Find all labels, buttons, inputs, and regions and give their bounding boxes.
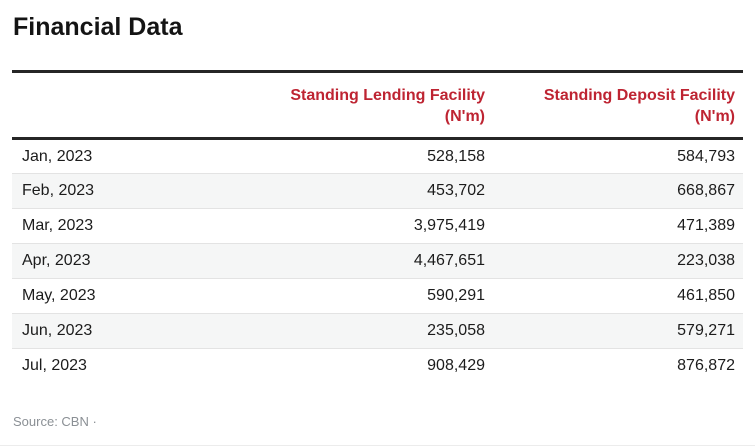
lending-value-cell: 590,291 (232, 278, 493, 314)
deposit-value-cell: 471,389 (493, 208, 743, 244)
table-body: Jan, 2023 528,158 584,793 Feb, 2023 453,702 6… (12, 139, 743, 384)
page-title: Financial Data (13, 13, 183, 41)
table-row: May, 2023 590,291 461,850 (12, 278, 743, 314)
financial-data-table: Standing Lending Facility (N'm) Standing… (12, 70, 743, 384)
deposit-value-cell: 876,872 (493, 348, 743, 384)
table-row: Feb, 2023 453,702 668,867 (12, 173, 743, 209)
column-header-deposit: Standing Deposit Facility (N'm) (493, 71, 743, 140)
table-row: Jan, 2023 528,158 584,793 (12, 139, 743, 174)
column-header-lending: Standing Lending Facility (N'm) (232, 71, 493, 140)
lending-value-cell: 3,975,419 (232, 208, 493, 244)
deposit-value-cell: 668,867 (493, 173, 743, 209)
lending-value-cell: 4,467,651 (232, 243, 493, 279)
lending-value-cell: 235,058 (232, 313, 493, 349)
month-cell: Apr, 2023 (12, 243, 232, 279)
month-cell: Mar, 2023 (12, 208, 232, 244)
column-header-lending-unit: (N'm) (444, 108, 485, 125)
table-row: Apr, 2023 4,467,651 223,038 (12, 243, 743, 279)
lending-value-cell: 908,429 (232, 348, 493, 384)
month-cell: Jan, 2023 (22, 147, 93, 165)
month-cell: Jun, 2023 (12, 313, 232, 349)
table-row: Jun, 2023 235,058 579,271 (12, 313, 743, 349)
column-header-deposit-unit: (N'm) (694, 108, 735, 125)
deposit-value-cell: 579,271 (493, 313, 743, 349)
deposit-value-cell: 584,793 (677, 147, 735, 165)
column-header-deposit-label: Standing Deposit Facility (543, 87, 735, 104)
lending-value-cell: 528,158 (427, 147, 485, 165)
deposit-value-cell: 223,038 (493, 243, 743, 279)
table-row: Mar, 2023 3,975,419 471,389 (12, 208, 743, 244)
table-header-row: Standing Lending Facility (N'm) Standing… (12, 71, 743, 140)
lending-value-cell: 453,702 (232, 173, 493, 209)
table-row: Jul, 2023 908,429 876,872 (12, 348, 743, 384)
source-attribution: Source: CBN · (13, 413, 97, 429)
month-column-header (12, 71, 232, 140)
month-cell: May, 2023 (12, 278, 232, 314)
month-cell: Feb, 2023 (12, 173, 232, 209)
deposit-value-cell: 461,850 (493, 278, 743, 314)
month-cell: Jul, 2023 (12, 348, 232, 384)
column-header-lending-label: Standing Lending Facility (290, 87, 485, 104)
